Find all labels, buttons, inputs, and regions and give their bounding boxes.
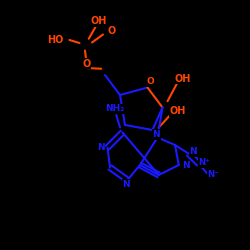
- Text: N: N: [122, 180, 130, 189]
- Text: N⁺: N⁺: [198, 158, 210, 167]
- Text: N: N: [152, 130, 160, 139]
- Text: O: O: [107, 26, 116, 36]
- Text: O: O: [82, 59, 90, 69]
- Text: OH: OH: [90, 16, 107, 26]
- Text: N: N: [182, 160, 190, 170]
- Text: NH₂: NH₂: [106, 104, 125, 113]
- Text: OH: OH: [174, 74, 191, 84]
- Text: OH: OH: [169, 106, 186, 116]
- Text: HO: HO: [47, 35, 64, 45]
- Text: N: N: [190, 147, 197, 156]
- Text: N: N: [97, 143, 104, 152]
- Text: O: O: [146, 78, 154, 86]
- Text: N⁻: N⁻: [207, 170, 219, 179]
